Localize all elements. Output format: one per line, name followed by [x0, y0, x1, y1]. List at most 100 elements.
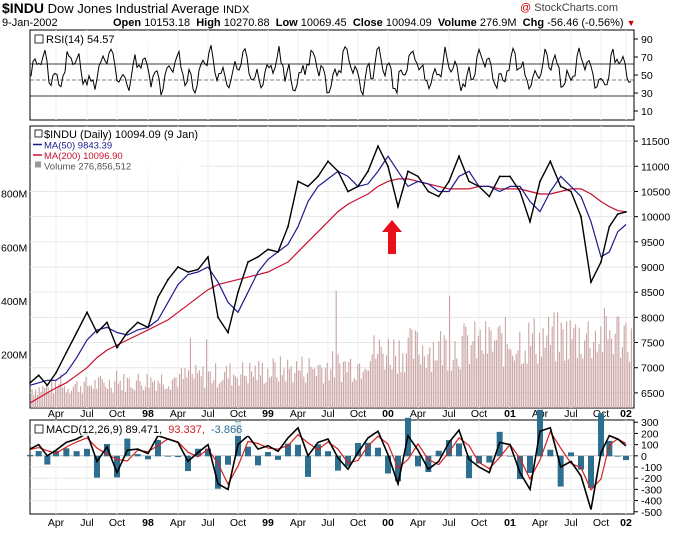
macd-histogram-bar [325, 451, 331, 457]
brand-name: StockCharts.com [534, 2, 618, 14]
rsi-tick-label: 70 [641, 52, 653, 64]
price-point [417, 175, 419, 178]
price-point [458, 155, 460, 158]
close-label: Close [352, 17, 383, 29]
x-tick-label: Apr [290, 517, 307, 529]
volume-label: Volume [437, 17, 477, 29]
chg-label: Chg [522, 17, 545, 29]
macd-histogram-bar [235, 421, 241, 457]
macd-histogram-bar [456, 443, 462, 457]
price-point [287, 225, 289, 228]
macd-histogram-bar [547, 449, 554, 457]
price-point [317, 175, 319, 178]
volume-legend-swatch [35, 161, 41, 168]
x-tick-label: 00 [382, 408, 394, 420]
x-tick-label: Oct [230, 408, 246, 420]
close-value: 10094.09 [385, 17, 432, 29]
price-point [347, 190, 349, 193]
price-point [590, 281, 592, 284]
price-point [157, 296, 159, 299]
x-tick-label: 00 [382, 517, 394, 529]
macd-histogram-bar [446, 440, 452, 457]
macd-histogram-bar [94, 455, 100, 478]
macd-histogram-bar [44, 455, 51, 465]
price-point [55, 371, 57, 374]
macd-tick-label: 200 [641, 428, 659, 440]
macd-histogram-bar [124, 438, 131, 457]
x-tick-label: Oct [471, 408, 487, 420]
macd-histogram-bar [265, 452, 271, 457]
volume-tick-label: 200M [1, 349, 27, 361]
macd-histogram-bar [335, 455, 341, 471]
x-tick-label: 98 [142, 517, 154, 529]
price-tick-label: 7000 [641, 363, 665, 375]
price-tick-label: 8000 [641, 312, 665, 324]
macd-histogram-bar [275, 455, 281, 460]
brand-copyright-icon: @ [520, 2, 532, 14]
macd-histogram-bar [517, 455, 523, 480]
chart-title: $INDU Dow Jones Industrial Average INDX [2, 0, 249, 16]
macd-tick-label: 300 [641, 417, 659, 429]
dropdown-caret-icon[interactable]: ▼ [626, 18, 636, 28]
macd-histogram-bar [623, 455, 629, 461]
macd-histogram-bar [385, 455, 391, 474]
macd-histogram-bar [415, 455, 421, 467]
x-tick-label: Oct [109, 517, 125, 529]
macd-tick-label: -400 [641, 496, 662, 508]
x-tick-label: Jul [442, 517, 455, 529]
price-point [549, 160, 552, 163]
symbol: $INDU [2, 0, 45, 16]
brand[interactable]: @ StockCharts.com [520, 2, 618, 14]
x-tick-label: Apr [532, 517, 549, 529]
macd-histogram-bar [155, 440, 161, 457]
price-point [217, 316, 219, 319]
macd-histogram-bar [27, 454, 33, 457]
price-point [257, 256, 259, 258]
macd-histogram-bar [215, 455, 221, 489]
macd-histogram-bar [598, 413, 604, 457]
x-tick-label: Apr [410, 517, 427, 529]
low-value: 10069.45 [300, 17, 347, 29]
price-point [600, 261, 602, 263]
price-point [367, 170, 369, 173]
macd-histogram-bar [568, 452, 574, 457]
macd-histogram-bar [205, 448, 211, 457]
x-tick-label: Jul [201, 517, 214, 529]
high-label: High [196, 17, 221, 29]
macd-tick-label: 0 [641, 451, 647, 463]
price-point [147, 326, 149, 329]
open-label: Open [113, 17, 142, 29]
rsi-tick-label: 90 [641, 34, 653, 46]
price-point [519, 190, 521, 193]
x-tick-label: 98 [142, 408, 154, 420]
quote-line: Open 10153.18 High 10270.88 Low 10069.45… [113, 17, 636, 29]
macd-histogram-bar [578, 455, 584, 470]
macd-histogram-bar [225, 455, 231, 465]
price-legend-item: MA(200) 10096.90 [44, 151, 123, 162]
x-tick-label: Jul [80, 517, 93, 529]
volume-tick-label: 400M [1, 296, 27, 308]
red-arrow-annotation [382, 220, 402, 254]
price-legend-swatch [34, 129, 43, 138]
ma50-series [29, 155, 627, 386]
price-tick-label: 9500 [641, 237, 665, 249]
macd-label-hist: -3.866 [211, 424, 242, 436]
price-point [46, 384, 49, 387]
macd-histogram-bar [345, 455, 351, 467]
x-tick-label: Oct [350, 408, 366, 420]
price-point [529, 220, 531, 223]
price-tick-label: 9000 [641, 262, 665, 274]
price-point [197, 268, 199, 271]
macd-histogram-bar [365, 442, 371, 457]
rsi-label: RSI(14) 54.57 [46, 34, 114, 46]
x-tick-label: Jul [321, 408, 334, 420]
price-point [468, 180, 470, 183]
x-tick-label: Jul [80, 408, 93, 420]
price-point [337, 170, 339, 173]
macd-histogram-bar [73, 451, 80, 457]
price-point [247, 261, 249, 263]
x-tick-label: Oct [109, 408, 125, 420]
rsi-series [30, 45, 632, 97]
rsi-tick-label: 10 [641, 106, 653, 118]
price-point [357, 185, 359, 188]
